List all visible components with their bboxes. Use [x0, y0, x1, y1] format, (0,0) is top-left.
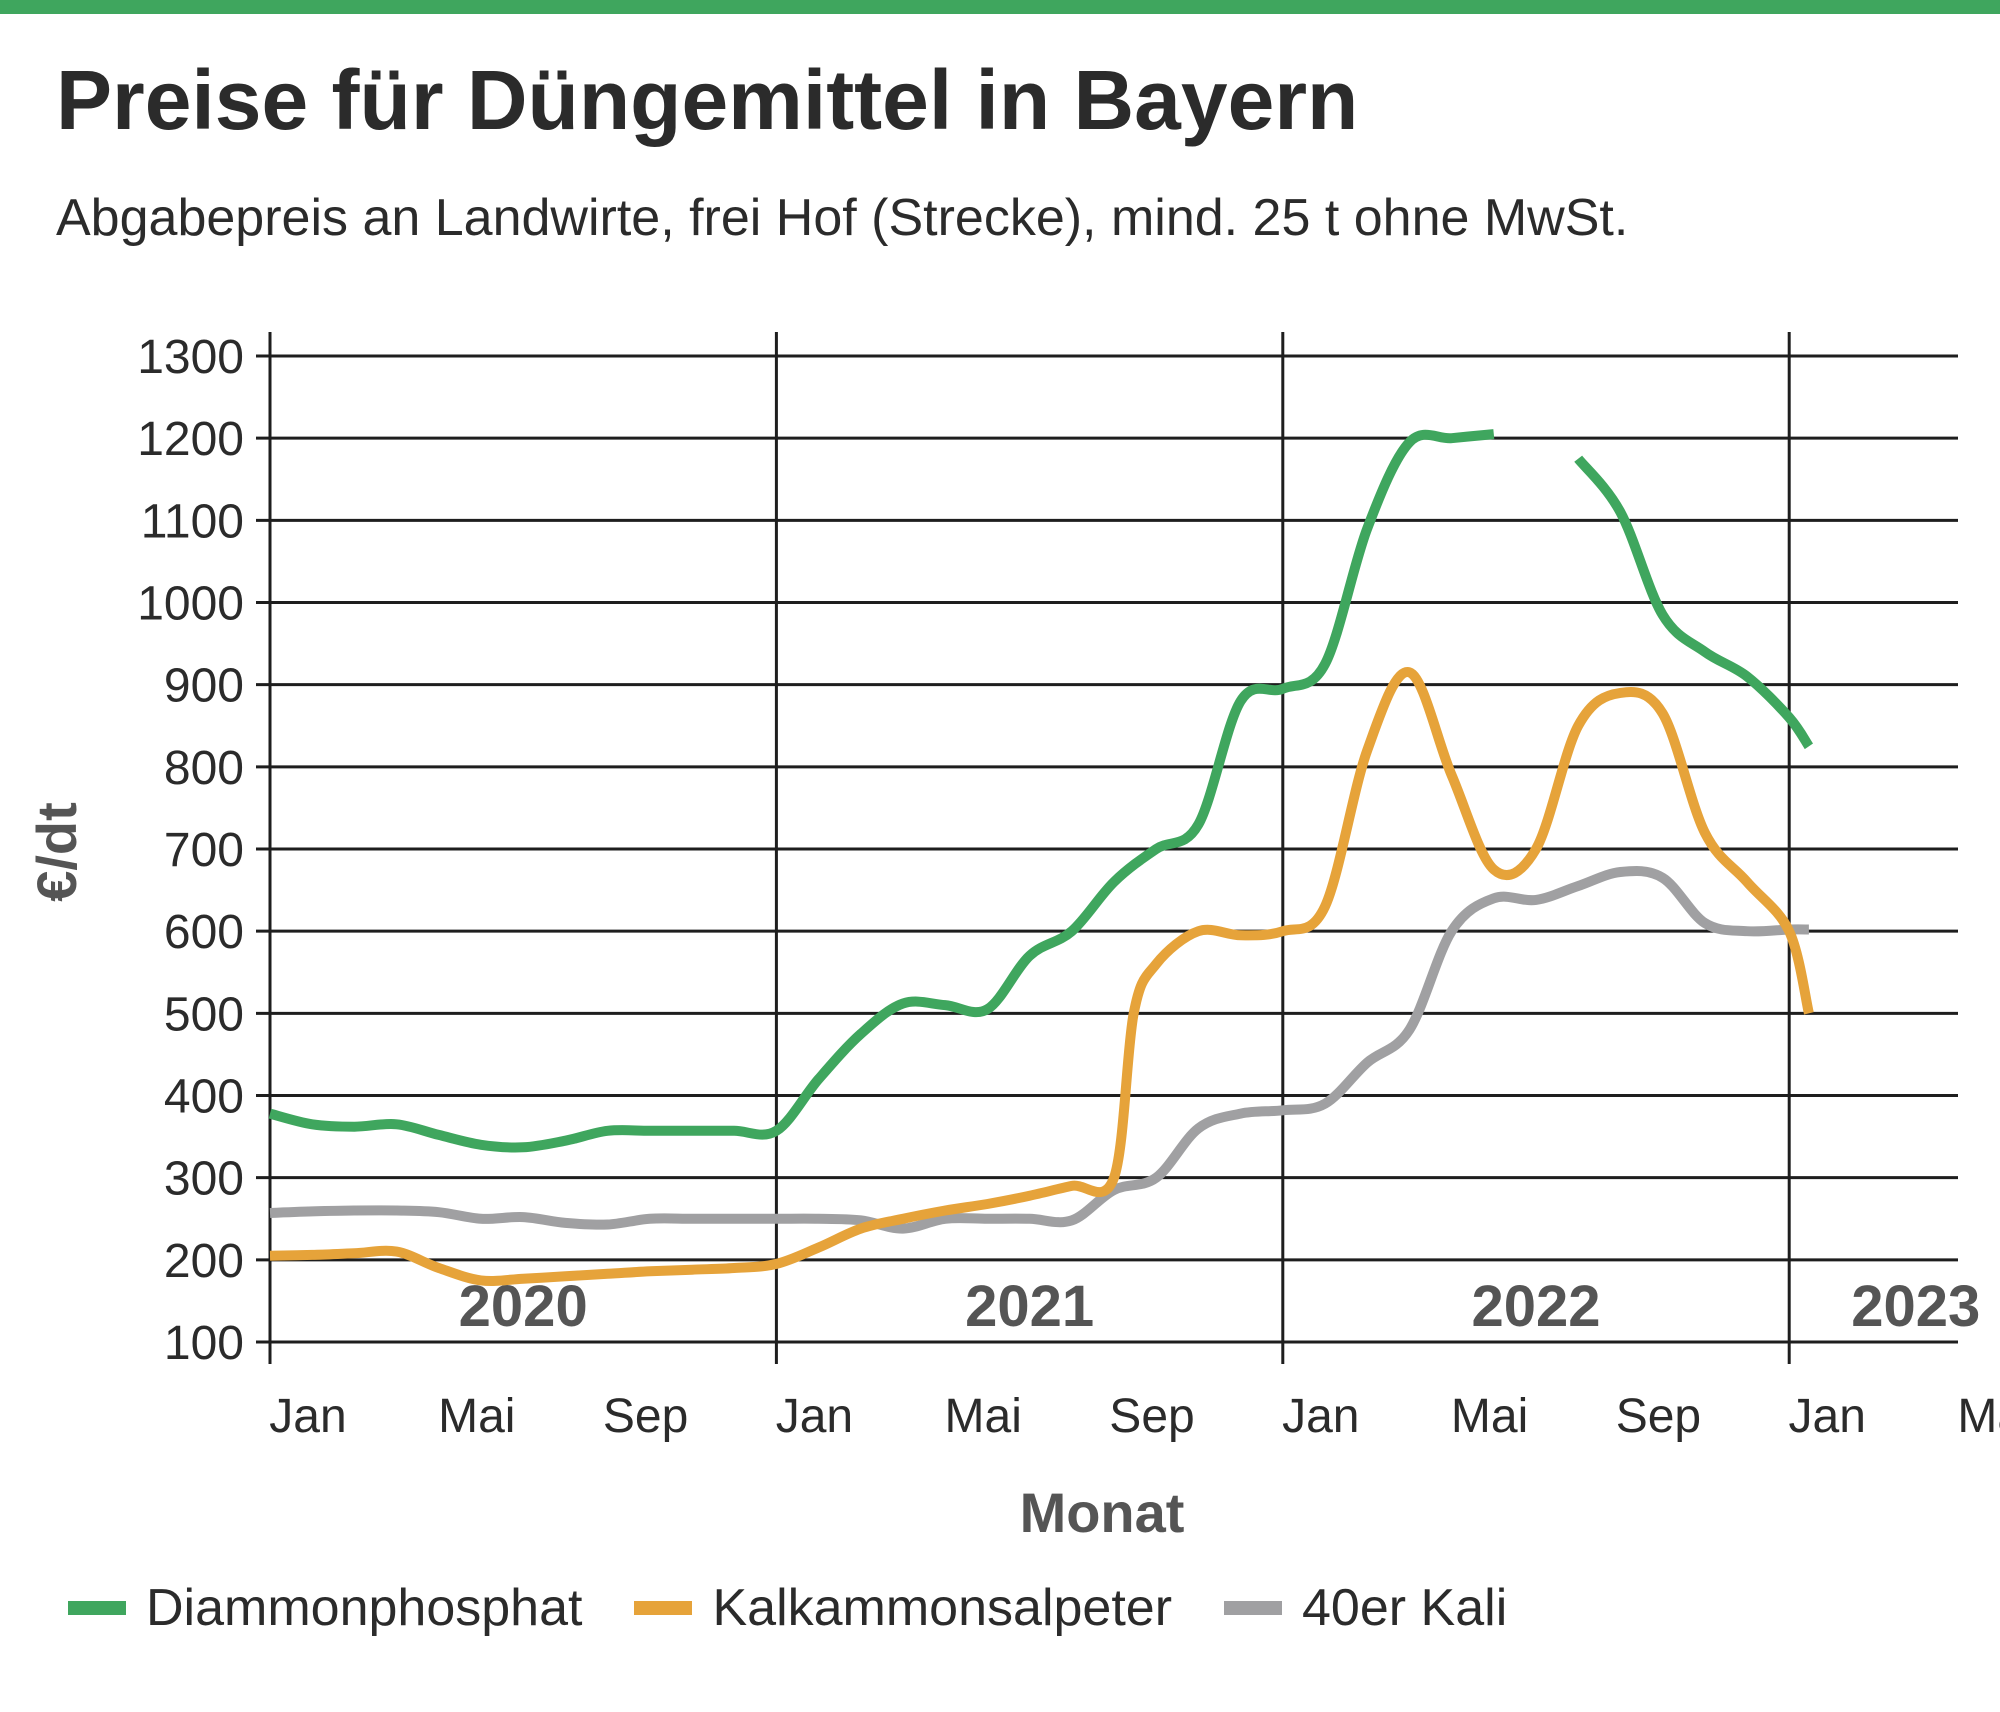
x-tick-label: Jan: [1282, 1390, 1359, 1443]
series-line-kalkammonsalpeter: [269, 667, 1814, 1286]
y-tick-label: 1100: [141, 495, 244, 548]
x-tick-label: Mai: [438, 1390, 515, 1443]
x-tick-label: Jan: [1789, 1390, 1866, 1443]
legend-label: Diammonphosphat: [146, 1579, 583, 1637]
y-tick-label: 300: [164, 1153, 244, 1206]
legend-swatch: [634, 1601, 693, 1615]
year-labels: 2020 2021 2022 2023: [459, 1274, 1981, 1339]
y-tick-label: 1300: [137, 331, 244, 384]
y-tick-label: 100: [164, 1317, 244, 1370]
legend-item: 40er Kali: [1224, 1578, 1507, 1638]
year-label: 2022: [1471, 1274, 1600, 1339]
legend-swatch: [1224, 1601, 1283, 1615]
y-tick-label: 600: [164, 906, 244, 959]
legend-swatch: [68, 1601, 126, 1615]
series-lines: [268, 429, 1814, 1286]
legend: Diammonphosphat Kalkammonsalpeter 40er Kal…: [68, 1578, 1559, 1638]
x-tick-label: Sep: [603, 1390, 688, 1443]
y-tick-label: 800: [164, 742, 244, 795]
x-tick-label: Mai: [1957, 1390, 2000, 1443]
grid: [256, 332, 1958, 1364]
y-tick-label: 700: [164, 824, 244, 877]
legend-label: Kalkammonsalpeter: [712, 1579, 1173, 1637]
legend-item: Diammonphosphat: [68, 1578, 582, 1638]
y-tick-label: 400: [164, 1071, 244, 1124]
x-axis-ticks: Jan Mai Sep Jan Mai Sep Jan Mai Sep Jan Mai: [269, 1390, 2000, 1443]
series-line-40er-kali: [269, 865, 1809, 1234]
accent-bar: [0, 0, 2000, 14]
x-tick-label: Mai: [1451, 1390, 1528, 1443]
year-label: 2023: [1851, 1274, 1980, 1339]
x-tick-label: Jan: [776, 1390, 853, 1443]
legend-label: 40er Kali: [1302, 1579, 1508, 1637]
y-axis-ticks: 100 200 300 400 500 600 700 800 900 1000 1100 1200 1…: [137, 331, 244, 1370]
x-tick-label: Jan: [269, 1390, 346, 1443]
y-tick-label: 200: [164, 1235, 244, 1288]
series-line-diammonphosphat: [1574, 455, 1814, 750]
y-axis-title: €/dt: [25, 802, 88, 902]
x-axis-title: Monat: [1020, 1481, 1185, 1544]
y-tick-label: 1000: [137, 578, 244, 631]
x-tick-label: Sep: [1109, 1390, 1194, 1443]
year-label: 2021: [965, 1274, 1094, 1339]
y-tick-label: 500: [164, 988, 244, 1041]
series-line-diammonphosphat: [268, 429, 1495, 1153]
y-tick-label: 1200: [137, 413, 244, 466]
y-tick-label: 900: [164, 660, 244, 713]
chart-subtitle: Abgabepreis an Landwirte, frei Hof (Stre…: [56, 189, 1629, 247]
legend-item: Kalkammonsalpeter: [634, 1578, 1172, 1638]
chart-title: Preise für Düngemittel in Bayern: [56, 53, 1359, 147]
x-tick-label: Sep: [1616, 1390, 1701, 1443]
x-tick-label: Mai: [945, 1390, 1022, 1443]
